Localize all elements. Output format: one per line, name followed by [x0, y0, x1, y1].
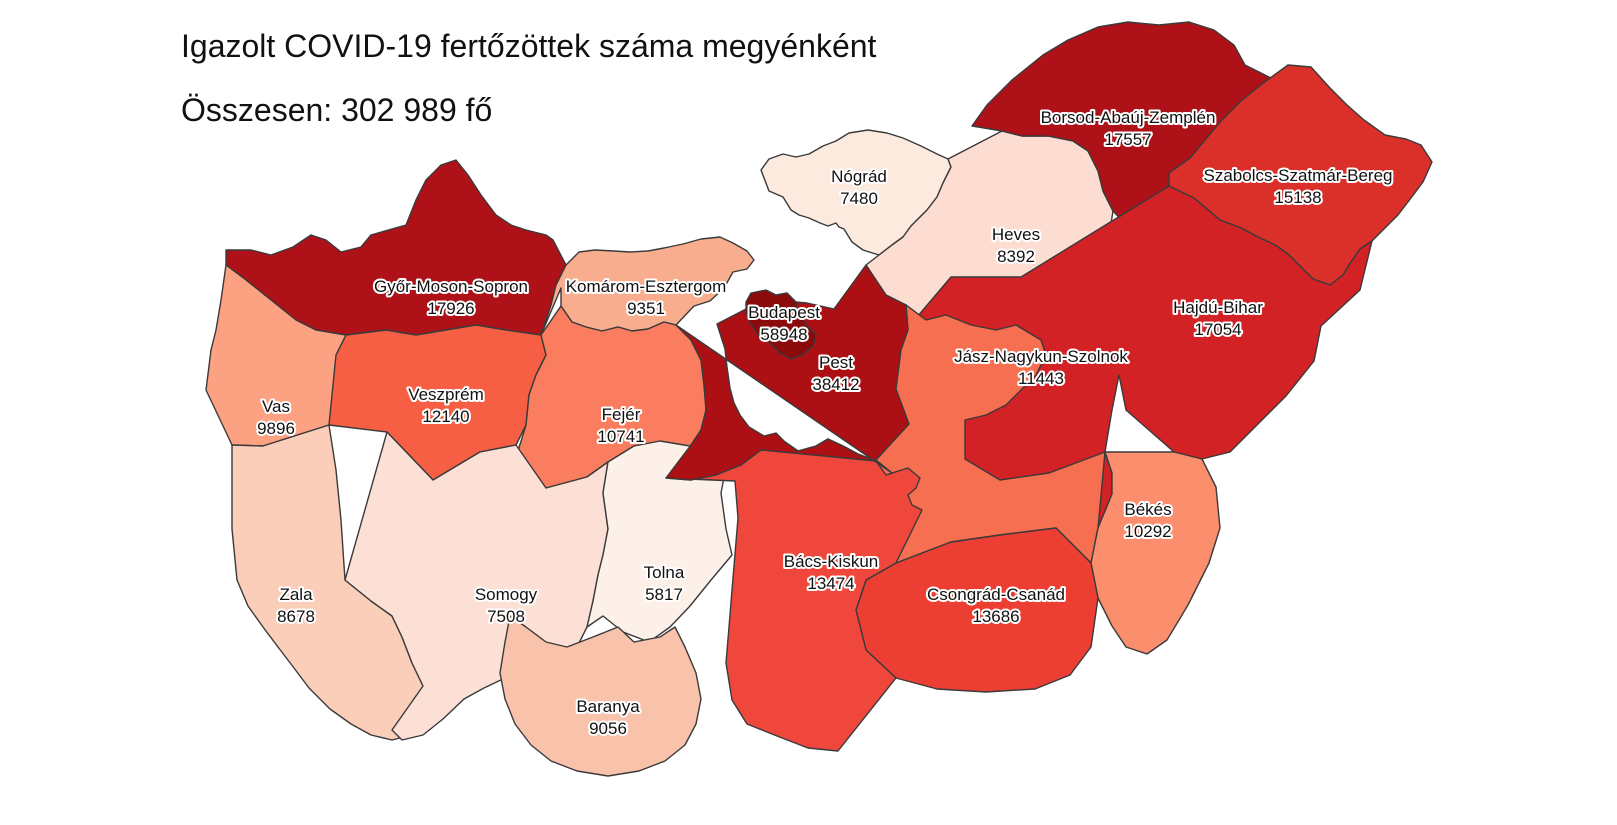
- svg-text:13474: 13474: [807, 574, 854, 593]
- svg-text:8678: 8678: [277, 607, 315, 626]
- svg-text:Fejér: Fejér: [602, 405, 641, 424]
- svg-text:17926: 17926: [427, 299, 474, 318]
- svg-text:9896: 9896: [257, 419, 295, 438]
- svg-text:Baranya: Baranya: [576, 697, 640, 716]
- svg-text:5817: 5817: [645, 585, 683, 604]
- svg-text:Vas: Vas: [262, 397, 290, 416]
- svg-text:Győr-Moson-Sopron: Győr-Moson-Sopron: [374, 277, 528, 296]
- svg-text:15138: 15138: [1274, 188, 1321, 207]
- svg-text:9351: 9351: [627, 299, 665, 318]
- svg-text:8392: 8392: [997, 247, 1035, 266]
- svg-text:7508: 7508: [487, 607, 525, 626]
- svg-text:Bács-Kiskun: Bács-Kiskun: [784, 552, 878, 571]
- svg-text:38412: 38412: [812, 375, 859, 394]
- svg-text:7480: 7480: [840, 189, 878, 208]
- svg-text:12140: 12140: [422, 407, 469, 426]
- svg-text:17557: 17557: [1104, 130, 1151, 149]
- svg-text:11443: 11443: [1018, 369, 1064, 388]
- svg-text:10292: 10292: [1124, 522, 1171, 541]
- svg-text:Komárom-Esztergom: Komárom-Esztergom: [566, 277, 727, 296]
- svg-text:Csongrád-Csanád: Csongrád-Csanád: [927, 585, 1065, 604]
- svg-text:Békés: Békés: [1124, 500, 1171, 519]
- svg-text:9056: 9056: [589, 719, 627, 738]
- svg-text:58948: 58948: [760, 325, 807, 344]
- svg-text:17054: 17054: [1194, 320, 1241, 339]
- svg-text:10741: 10741: [597, 427, 644, 446]
- svg-text:13686: 13686: [972, 607, 1019, 626]
- svg-text:Zala: Zala: [279, 585, 313, 604]
- svg-text:Budapest: Budapest: [748, 303, 820, 322]
- svg-text:Veszprém: Veszprém: [408, 385, 484, 404]
- svg-text:Nógrád: Nógrád: [831, 167, 887, 186]
- svg-text:Somogy: Somogy: [475, 585, 538, 604]
- svg-text:Borsod-Abaúj-Zemplén: Borsod-Abaúj-Zemplén: [1041, 108, 1216, 127]
- svg-text:Jász-Nagykun-Szolnok: Jász-Nagykun-Szolnok: [954, 347, 1128, 366]
- svg-text:Tolna: Tolna: [644, 563, 685, 582]
- svg-text:Pest: Pest: [819, 353, 853, 372]
- svg-text:Heves: Heves: [992, 225, 1040, 244]
- svg-text:Hajdú-Bihar: Hajdú-Bihar: [1173, 298, 1263, 317]
- svg-text:Szabolcs-Szatmár-Bereg: Szabolcs-Szatmár-Bereg: [1204, 166, 1393, 185]
